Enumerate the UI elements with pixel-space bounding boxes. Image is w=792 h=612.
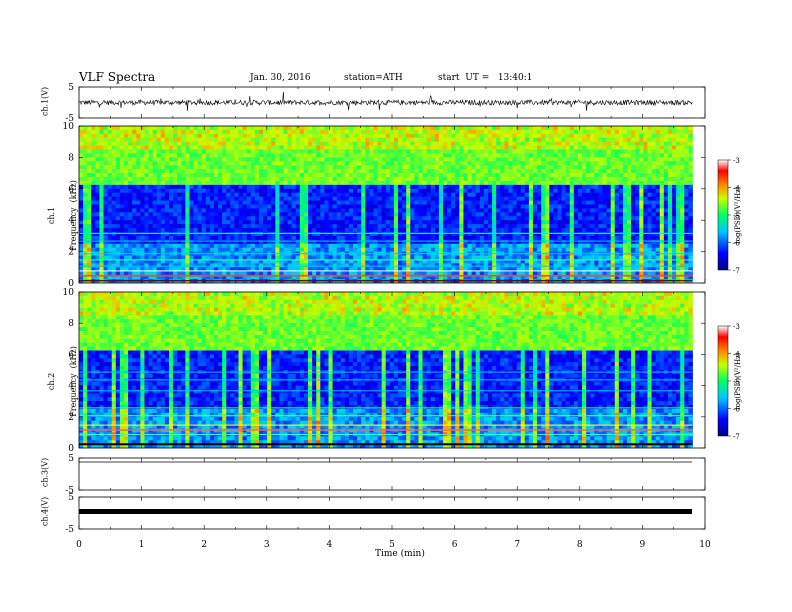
ytick-label-p2-2: 4 <box>68 382 74 392</box>
ch1-waveform-trace <box>78 91 693 111</box>
ytick-label-p1-2: 4 <box>68 216 74 226</box>
ch1-label: ch.1 <box>47 206 56 225</box>
ch1-colorbar-label: log(PSD)(V²/Hz) <box>734 186 742 244</box>
ch2-label: ch.2 <box>47 372 56 391</box>
xtick-label-7: 7 <box>514 540 520 550</box>
xtick-label-0: 0 <box>76 540 82 550</box>
ytick-label-p3-1: -5 <box>65 486 74 496</box>
ch1-spectrogram-ylabel: ch.1 Frequency (kHz) <box>35 173 79 263</box>
ytick-label-p2-3: 6 <box>68 350 74 360</box>
xtick-label-2: 2 <box>201 540 207 550</box>
ytick-label-p1-3: 6 <box>68 185 74 195</box>
start-time-label: start UT = 13:40:1 <box>438 73 533 83</box>
ch2-colorbar-label: log(PSD)(V²/Hz) <box>734 352 742 410</box>
colorbar-tick-p2-2: -5 <box>733 378 740 386</box>
station-label: station=ATH <box>344 73 403 83</box>
colorbar-tick-p1-3: -6 <box>733 240 740 248</box>
colorbar-tick-p2-0: -3 <box>733 323 740 331</box>
date-label: Jan. 30, 2016 <box>250 73 311 83</box>
ch2-spectrogram-ylabel: ch.2 Frequency (kHz) <box>35 339 79 429</box>
xtick-label-8: 8 <box>577 540 583 550</box>
colorbar-tick-p2-1: -4 <box>733 351 740 359</box>
colorbar-tick-p2-4: -7 <box>733 433 740 441</box>
ch4-waveform-trace <box>79 509 692 514</box>
colorbar-tick-p1-1: -4 <box>733 185 740 193</box>
ch2-colorbar <box>717 325 729 437</box>
ytick-label-p0-1: -5 <box>65 114 74 124</box>
ytick-label-p2-4: 8 <box>68 319 74 329</box>
frequency-label-1: Frequency (kHz) <box>69 180 78 251</box>
colorbar-tick-p2-3: -6 <box>733 406 740 414</box>
colorbar-tick-p1-4: -7 <box>733 267 740 275</box>
ytick-label-p0-0: 5 <box>68 83 74 93</box>
xtick-label-4: 4 <box>327 540 333 550</box>
ytick-label-p2-5: 10 <box>63 288 75 298</box>
xtick-label-6: 6 <box>452 540 458 550</box>
ch3-waveform-ylabel: ch.3(V) <box>40 457 50 488</box>
ytick-label-p1-1: 2 <box>68 248 74 258</box>
ch4-waveform-ylabel: ch.4(V) <box>40 496 50 527</box>
ch2-spectrogram <box>79 292 693 448</box>
ytick-label-p2-0: 0 <box>68 444 74 454</box>
xtick-label-9: 9 <box>640 540 646 550</box>
ytick-label-p2-1: 2 <box>68 413 74 423</box>
ch1-spectrogram <box>79 126 693 283</box>
ytick-label-p3-0: 5 <box>68 454 74 464</box>
ytick-label-p4-1: -5 <box>65 525 74 535</box>
xtick-label-3: 3 <box>264 540 270 550</box>
ch3-waveform-frame <box>78 457 706 491</box>
chart-title: VLF Spectra <box>79 70 156 84</box>
ytick-label-p1-0: 0 <box>68 279 74 289</box>
ytick-label-p1-4: 8 <box>68 153 74 163</box>
colorbar-tick-p1-0: -3 <box>733 157 740 165</box>
xtick-label-5: 5 <box>389 540 395 550</box>
ytick-label-p1-5: 10 <box>63 122 75 132</box>
frequency-label-2: Frequency (kHz) <box>69 346 78 417</box>
ytick-label-p4-0: 5 <box>68 493 74 503</box>
x-axis-label: Time (min) <box>375 549 425 559</box>
xtick-label-10: 10 <box>699 540 711 550</box>
colorbar-tick-p1-2: -5 <box>733 212 740 220</box>
ch1-colorbar <box>717 159 729 271</box>
xtick-label-1: 1 <box>139 540 145 550</box>
ch1-waveform-ylabel: ch.1(V) <box>40 86 50 117</box>
